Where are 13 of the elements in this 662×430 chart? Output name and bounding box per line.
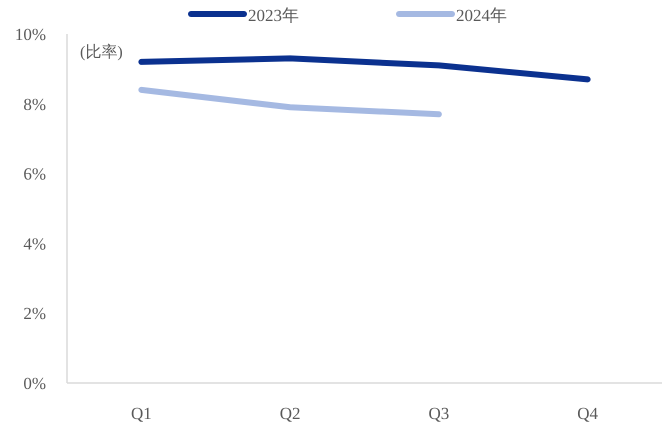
y-tick-label: 0% (23, 374, 46, 393)
x-tick-label: Q3 (428, 404, 450, 423)
y-tick-label: 6% (23, 164, 46, 184)
y-tick-label: 4% (23, 234, 46, 254)
y-tick-label: 8% (23, 94, 46, 114)
y-tick-label: 10% (14, 25, 46, 44)
y-tick-label: 2% (23, 304, 46, 324)
x-tick-label: Q4 (577, 404, 599, 423)
x-tick-label: Q2 (280, 404, 301, 423)
legend-label: 2023年 (248, 6, 299, 25)
legend-label: 2024年 (456, 6, 507, 25)
x-tick-label: Q1 (130, 404, 152, 423)
y-axis-title: (比率) (80, 43, 123, 61)
